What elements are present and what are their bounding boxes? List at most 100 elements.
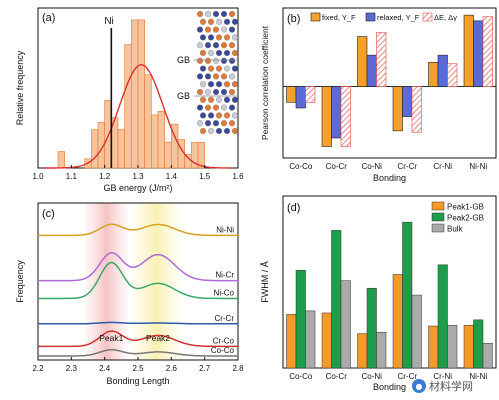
atom-circle — [204, 120, 212, 127]
bar-Peak1-GB — [463, 325, 474, 369]
bar-ΔE, Δγ — [340, 86, 351, 147]
x-tick-label: 1.4 — [166, 172, 178, 181]
x-tick-label: 2.2 — [32, 364, 44, 373]
atom-circle — [215, 18, 223, 25]
category-label: Cr-Cr — [397, 162, 417, 171]
bar-Peak2-GB — [331, 230, 342, 369]
series-label: Cr-Cr — [214, 314, 234, 323]
atom-circle — [196, 10, 204, 18]
x-tick-label: 2.3 — [66, 364, 78, 373]
legend-label: relaxed, Y_F — [377, 13, 420, 22]
atom-circle — [220, 120, 228, 127]
atom-circle — [231, 127, 239, 135]
atom-circle — [228, 73, 236, 80]
bar-relaxed, Y_F — [295, 86, 306, 109]
bar-Peak1-GB — [392, 274, 403, 369]
legend-swatch — [422, 12, 433, 22]
curve-Ni-Cr — [38, 251, 238, 282]
x-axis-title: Bonding — [373, 173, 406, 183]
atom-circle — [199, 49, 207, 57]
atom-circle — [220, 26, 228, 33]
bar-Bulk — [340, 280, 351, 369]
ni-label: Ni — [104, 16, 113, 27]
bar-Peak1-GB — [286, 314, 297, 369]
y-axis-title: Relative frequency — [15, 50, 25, 125]
bar-Peak2-GB — [473, 319, 484, 369]
x-tick-label: 2.7 — [199, 364, 211, 373]
atom-circle — [199, 112, 207, 119]
atom-circle — [223, 18, 231, 25]
legend-label: Peak1-GB — [447, 203, 484, 212]
bar-fixed, Y_F — [357, 36, 368, 87]
atom-circle — [228, 104, 236, 111]
gb-label: GB — [177, 91, 190, 101]
atom-circle — [212, 10, 220, 18]
atom-circle — [228, 57, 236, 64]
histogram-bar — [117, 129, 125, 169]
gaussian-fit-line — [44, 63, 232, 169]
category-label: Co-Ni — [362, 162, 383, 171]
atom-circle — [207, 18, 215, 25]
atom-circle — [204, 104, 212, 111]
legend-label: fixed, Y_F — [322, 13, 356, 22]
wechat-icon: ● — [412, 379, 426, 393]
x-tick-label: 2.8 — [232, 364, 244, 373]
legend-label: Bulk — [447, 225, 464, 234]
atom-circle — [212, 73, 220, 80]
series-label: Ni-Cr — [215, 271, 234, 280]
atom-circle — [223, 127, 231, 135]
bar-Peak2-GB — [402, 221, 413, 369]
atom-circle — [212, 88, 220, 96]
atom-circle — [212, 57, 220, 64]
legend-swatch — [431, 201, 445, 211]
peak2-label: Peak2 — [146, 333, 170, 343]
x-tick-label: 1.2 — [99, 172, 111, 181]
atom-circle — [231, 34, 239, 41]
bar-Peak1-GB — [428, 325, 439, 369]
atom-circle — [199, 65, 207, 72]
atom-circle — [228, 42, 236, 49]
watermark-text: 材料学网 — [429, 380, 473, 393]
atom-circle — [204, 26, 212, 33]
bar-ΔE, Δγ — [482, 16, 493, 87]
histogram-bar — [91, 129, 99, 169]
series-label: Co-Co — [211, 346, 235, 355]
x-axis-title: GB energy (J/m²) — [103, 183, 172, 193]
bar-Bulk — [482, 342, 493, 369]
bar-Bulk — [305, 310, 316, 369]
y-axis-title: FWHM / Å — [260, 261, 270, 303]
x-tick-label: 2.6 — [166, 364, 178, 373]
atom-circle — [215, 112, 223, 119]
x-axis-title: Bonding — [373, 382, 406, 392]
histogram-bar — [124, 44, 132, 169]
bar-fixed, Y_F — [286, 86, 297, 103]
category-label: Cr-Cr — [397, 372, 417, 381]
atom-circle — [223, 96, 231, 103]
atom-circle — [228, 120, 236, 127]
atom-circle — [204, 42, 212, 49]
y-axis-title: Pearson correlation coefficient — [260, 25, 270, 140]
atom-circle — [220, 104, 228, 111]
x-tick-label: 2.5 — [132, 364, 144, 373]
gb-label: GB — [177, 55, 190, 65]
bar-ΔE, Δγ — [376, 31, 387, 87]
panel-b-label: (b) — [287, 13, 300, 25]
atom-circle — [207, 49, 215, 57]
x-tick-label: 1.1 — [66, 172, 78, 181]
atom-circle — [204, 10, 212, 18]
atom-circle — [199, 34, 207, 41]
atom-circle — [220, 73, 228, 80]
peak1-label: Peak1 — [99, 333, 123, 343]
y-axis-title: Frequency — [15, 260, 25, 303]
x-axis-title: Bonding Length — [106, 376, 169, 386]
x-tick-label: 1.5 — [199, 172, 211, 181]
curve-Cr-Cr — [38, 321, 238, 325]
atom-circle — [207, 81, 215, 88]
atom-circle — [231, 18, 239, 25]
category-label: Co-Co — [289, 372, 313, 381]
watermark: ● 材料学网 — [412, 376, 496, 396]
atom-circle — [199, 127, 207, 135]
panel-d-label: (d) — [287, 202, 300, 214]
atom-circle — [204, 57, 212, 64]
